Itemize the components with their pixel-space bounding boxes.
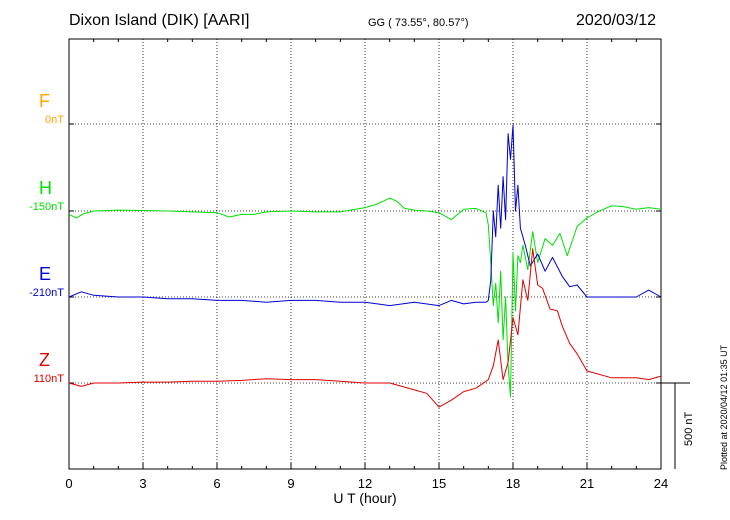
plotted-note: Plotted at 2020/04/12 01:35 UT xyxy=(719,344,729,470)
x-axis: 0 3 6 9 12 15 18 21 24 xyxy=(65,39,668,491)
x-tick-label: 0 xyxy=(65,476,72,491)
component-baseline-f: 0nT xyxy=(45,114,64,126)
chart-grid xyxy=(69,39,661,469)
x-tick-label: 18 xyxy=(506,476,520,491)
x-tick-label: 24 xyxy=(654,476,668,491)
station-title: Dixon Island (DIK) [AARI] xyxy=(69,12,250,29)
component-label-f: F xyxy=(39,91,50,111)
x-axis-title: U T (hour) xyxy=(333,490,396,506)
x-tick-label: 12 xyxy=(358,476,372,491)
plot-frame xyxy=(68,38,662,470)
x-tick-label: 6 xyxy=(213,476,220,491)
x-tick-label: 21 xyxy=(580,476,594,491)
x-tick-label: 3 xyxy=(139,476,146,491)
component-baseline-e: -210nT xyxy=(29,287,64,299)
component-label-e: E xyxy=(39,264,52,284)
component-label-h: H xyxy=(39,178,52,198)
station-coordinates: GG ( 73.55°, 80.57°) xyxy=(368,17,469,29)
component-label-z: Z xyxy=(39,350,50,370)
series-line-h xyxy=(68,197,662,398)
scale-bar: 500 nT xyxy=(661,382,695,469)
component-baseline-z: 110nT xyxy=(33,373,64,385)
series-line-z xyxy=(68,248,662,408)
component-baseline-h: -150nT xyxy=(29,201,64,213)
plot-date: 2020/03/12 xyxy=(576,12,657,29)
x-tick-label: 9 xyxy=(287,476,294,491)
scale-label: 500 nT xyxy=(683,411,695,446)
series-line-e xyxy=(68,124,662,307)
series-lines xyxy=(68,124,662,408)
x-tick-label: 15 xyxy=(432,476,446,491)
